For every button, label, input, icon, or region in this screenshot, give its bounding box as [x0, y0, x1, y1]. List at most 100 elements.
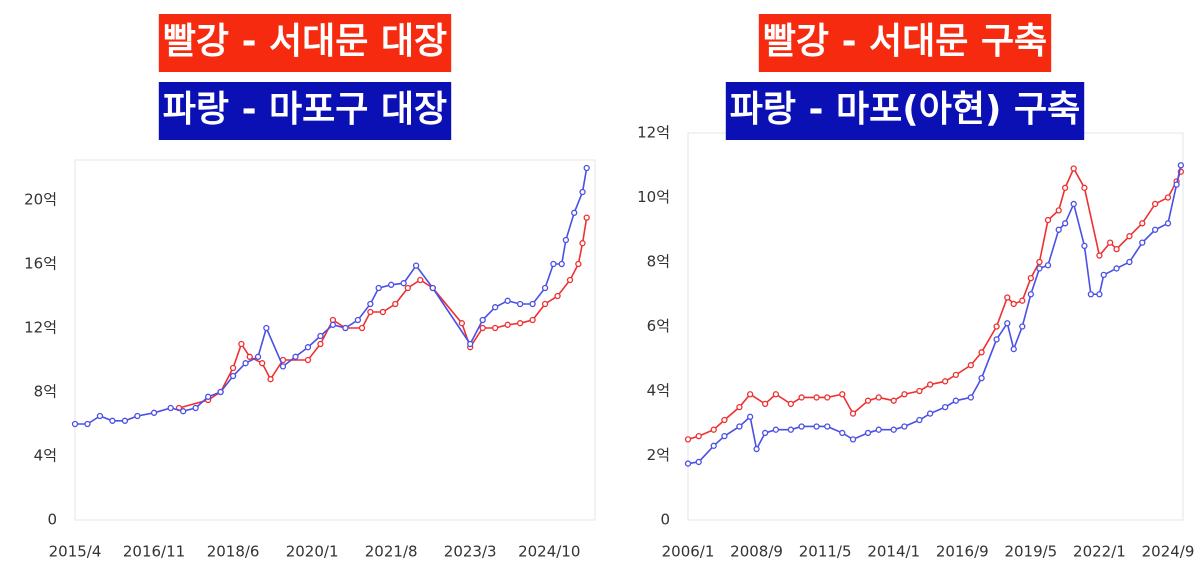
point: [292, 353, 299, 360]
point: [967, 394, 975, 401]
x-tick-label: 2024/10: [518, 543, 580, 561]
point: [1096, 291, 1103, 298]
point: [541, 300, 549, 308]
point: [192, 404, 199, 412]
plot-area: [74, 159, 596, 521]
chart-title: 파랑 - 마포(아현) 구축: [730, 89, 1080, 130]
point: [839, 429, 846, 437]
point: [1010, 300, 1017, 308]
point: [375, 284, 382, 292]
point: [304, 356, 312, 364]
point: [1027, 291, 1035, 298]
point: [367, 308, 374, 316]
point: [721, 416, 728, 424]
point: [1087, 291, 1095, 298]
point: [849, 436, 857, 443]
point: [746, 413, 754, 420]
point: [246, 353, 253, 360]
point: [753, 445, 760, 453]
point: [901, 391, 908, 398]
point: [993, 336, 1000, 343]
point: [993, 323, 1000, 330]
point: [467, 340, 474, 348]
point: [317, 332, 324, 340]
point: [417, 276, 424, 284]
point: [1173, 181, 1180, 188]
point: [798, 423, 805, 430]
x-tick-label: 2008/9: [730, 543, 783, 561]
point: [684, 460, 692, 467]
point: [695, 458, 702, 466]
point: [492, 304, 499, 311]
point: [1106, 239, 1114, 246]
point: [1100, 271, 1107, 279]
point: [304, 344, 312, 351]
point: [579, 188, 586, 196]
point: [721, 432, 728, 440]
point: [813, 423, 820, 430]
point: [358, 324, 366, 332]
point: [1139, 220, 1146, 227]
point: [516, 300, 524, 308]
point: [529, 316, 536, 324]
point: [242, 360, 249, 367]
point: [229, 372, 237, 380]
point: [571, 209, 578, 216]
point: [1004, 320, 1011, 327]
point: [1081, 184, 1088, 191]
x-tick-label: 2021/8: [365, 543, 418, 561]
point: [1044, 216, 1052, 224]
point: [926, 381, 934, 388]
point: [710, 426, 717, 433]
series-line: [75, 167, 588, 425]
point: [1019, 297, 1026, 304]
point: [684, 436, 692, 443]
point: [388, 281, 395, 288]
point: [479, 316, 486, 324]
point: [238, 340, 245, 348]
x-tick-label: 2006/1: [662, 543, 715, 561]
point: [875, 394, 882, 401]
point: [566, 276, 574, 284]
x-tick-label: 2019/5: [1004, 543, 1057, 561]
point: [1070, 165, 1077, 172]
point: [492, 324, 499, 332]
point: [1010, 345, 1017, 353]
point: [412, 262, 420, 269]
y-tick-label: 6억: [647, 317, 670, 335]
plot-area: [687, 132, 1184, 521]
point: [1126, 233, 1133, 240]
point: [1096, 252, 1103, 259]
point: [259, 360, 266, 367]
point: [550, 260, 557, 268]
point: [1055, 207, 1062, 214]
point: [1164, 220, 1172, 227]
point: [180, 408, 187, 415]
x-tick-label: 2016/11: [123, 543, 185, 561]
point: [967, 362, 975, 369]
y-tick-label: 12억: [637, 124, 670, 142]
point: [575, 260, 582, 268]
point: [516, 320, 524, 327]
point: [529, 300, 536, 308]
point: [504, 297, 511, 304]
point: [761, 429, 769, 437]
point: [204, 393, 212, 400]
point: [978, 349, 985, 356]
point: [1113, 245, 1120, 253]
point: [1004, 294, 1011, 301]
y-tick-label: 10억: [637, 188, 670, 206]
y-tick-label: 16억: [24, 255, 57, 273]
point: [875, 426, 882, 433]
series-line: [687, 166, 1182, 441]
point: [150, 409, 158, 416]
point: [429, 284, 436, 292]
point: [839, 391, 846, 398]
point: [761, 400, 769, 408]
x-tick-label: 2018/6: [207, 543, 260, 561]
point: [695, 432, 702, 440]
point: [579, 240, 586, 247]
y-tick-label: 8억: [647, 253, 670, 271]
point: [772, 426, 780, 433]
point: [736, 403, 743, 411]
